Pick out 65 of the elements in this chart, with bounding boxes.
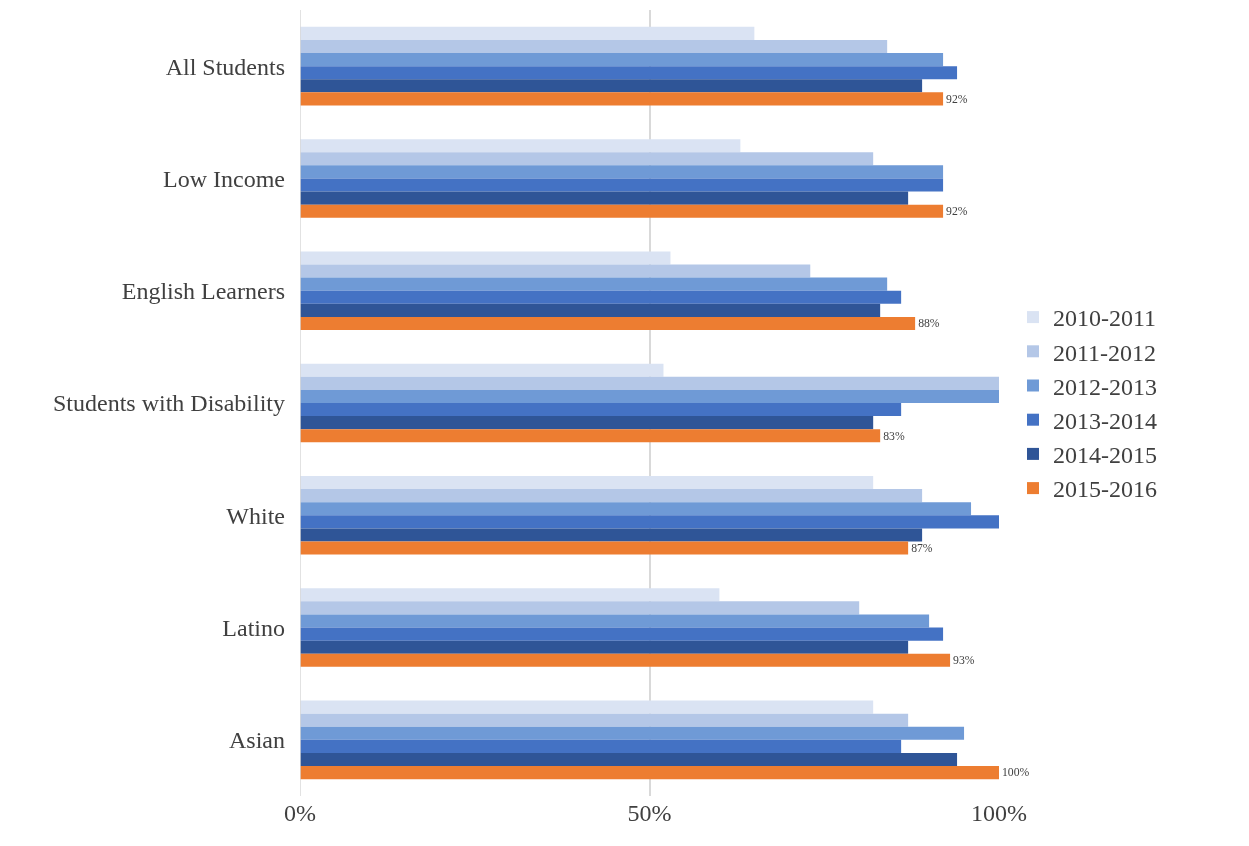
bar: [300, 277, 888, 291]
bar: [300, 726, 965, 740]
legend-label: 2014-2015: [1052, 442, 1157, 469]
y-tick-label: Low Income: [163, 165, 285, 192]
data-label: 92%: [946, 204, 968, 218]
bar: [300, 766, 999, 780]
bar: [300, 303, 881, 317]
data-label: 87%: [911, 541, 933, 555]
y-tick-label: Students with Disability: [52, 390, 285, 417]
bar: [300, 389, 999, 403]
bar: [300, 752, 958, 767]
bar: [300, 528, 923, 542]
bar: [300, 475, 874, 490]
bar: [300, 376, 999, 390]
bar: [300, 251, 671, 265]
bar: [300, 700, 874, 714]
bar: [300, 588, 720, 602]
legend-label: 2011-2012: [1052, 339, 1157, 366]
legend-label: 2012-2013: [1052, 373, 1157, 400]
data-label: 93%: [953, 654, 975, 668]
x-tick-label: 100%: [971, 800, 1027, 826]
bar: [300, 66, 958, 80]
legend-label: 2015-2016: [1052, 476, 1157, 503]
bar: [300, 713, 909, 727]
y-tick-label: Latino: [222, 614, 285, 641]
data-label: 100%: [1002, 766, 1030, 780]
bar: [300, 502, 972, 516]
bar: [300, 264, 811, 278]
y-tick-label: English Learners: [121, 278, 285, 305]
bar: [300, 601, 860, 615]
x-tick-label: 0%: [284, 800, 316, 826]
bar: [300, 53, 944, 67]
y-tick-label: All Students: [165, 53, 285, 80]
bar: [300, 489, 923, 503]
bar: [300, 429, 881, 443]
legend-label: 2013-2014: [1052, 408, 1157, 435]
bar: [300, 515, 999, 529]
bar: [300, 739, 902, 753]
data-label: 88%: [918, 317, 940, 331]
bar: [300, 204, 944, 218]
data-label: 92%: [946, 92, 968, 106]
y-tick-label: Asian: [229, 727, 285, 754]
bar: [300, 363, 664, 377]
bar: [300, 541, 909, 555]
bar: [300, 152, 874, 166]
bar: [300, 178, 944, 192]
bar: [300, 640, 909, 654]
data-label: 83%: [883, 429, 905, 443]
bar: [300, 403, 902, 417]
bar: [300, 39, 888, 54]
bar: [300, 139, 741, 153]
y-tick-label: White: [226, 502, 285, 529]
bar: [300, 290, 902, 304]
bar: [300, 26, 755, 40]
bar: [300, 316, 916, 331]
bar: [300, 627, 944, 641]
legend-label: 2010-2011: [1052, 305, 1157, 332]
bar: [300, 416, 874, 430]
bar: [300, 614, 930, 628]
bar: [300, 92, 944, 106]
bar: [300, 191, 909, 205]
bar: [300, 653, 951, 667]
bar: [300, 79, 923, 93]
x-tick-label: 50%: [627, 800, 672, 826]
bar: [300, 165, 944, 179]
